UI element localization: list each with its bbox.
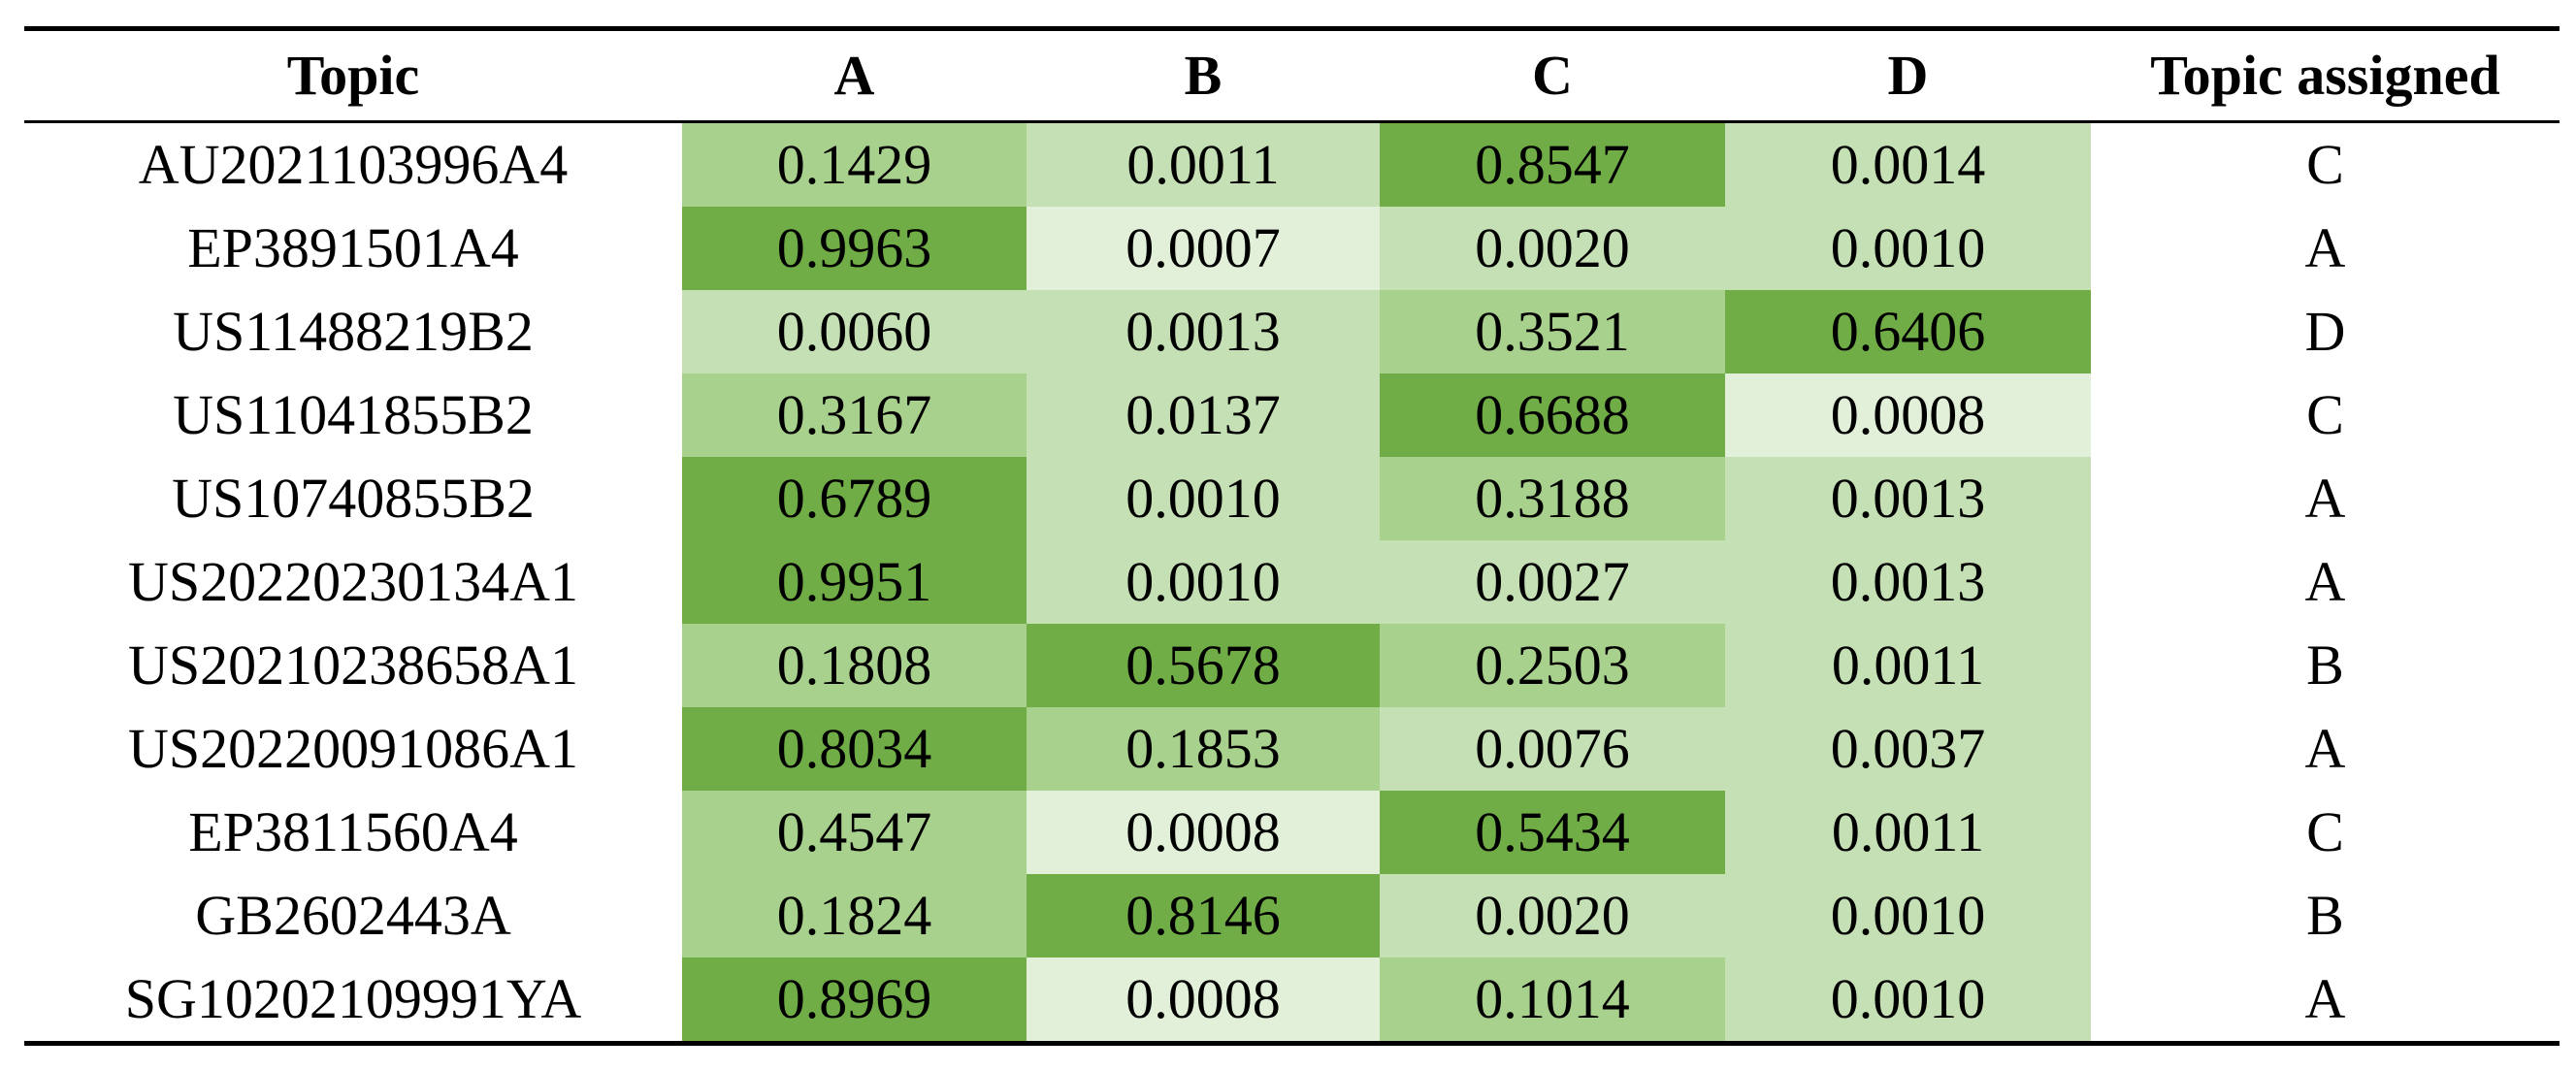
score-cell: 0.3521 xyxy=(1380,290,1725,373)
score-cell: 0.8547 xyxy=(1380,121,1725,207)
table-row: US11488219B2 0.0060 0.0013 0.3521 0.6406 D xyxy=(24,290,2560,373)
header-row: Topic A B C D Topic assigned xyxy=(24,28,2560,123)
header-cell: A xyxy=(682,28,1027,123)
score-cell: 0.0013 xyxy=(1725,457,2091,540)
assigned-cell: B xyxy=(2306,884,2344,947)
assigned-cell: B xyxy=(2306,633,2344,697)
assigned-cell: A xyxy=(2304,467,2346,530)
topic-cell: US20220230134A1 xyxy=(127,550,579,613)
assigned-cell: D xyxy=(2304,300,2346,363)
score-cell: 0.0137 xyxy=(1027,373,1380,457)
assigned-cell: A xyxy=(2304,550,2346,613)
assigned-cell: C xyxy=(2306,800,2344,863)
score-cell: 0.8146 xyxy=(1027,874,1380,957)
score-cell: 0.1429 xyxy=(682,121,1027,207)
score-cell: 0.5678 xyxy=(1027,624,1380,707)
table: Topic A B C D Topic assigned AU2021103996A4 0.… xyxy=(24,26,2560,1046)
header-cell: D xyxy=(1725,28,2091,123)
score-cell: 0.0020 xyxy=(1380,207,1725,290)
table-row: GB2602443A 0.1824 0.8146 0.0020 0.0010 B xyxy=(24,874,2560,957)
table-row: SG10202109991YA 0.8969 0.0008 0.1014 0.0010 A xyxy=(24,957,2560,1044)
score-cell: 0.9963 xyxy=(682,207,1027,290)
score-cell: 0.9951 xyxy=(682,540,1027,624)
score-cell: 0.0037 xyxy=(1725,707,2091,791)
score-cell: 0.6688 xyxy=(1380,373,1725,457)
score-cell: 0.2503 xyxy=(1380,624,1725,707)
header-cell: C xyxy=(1380,28,1725,123)
score-cell: 0.0010 xyxy=(1725,957,2091,1044)
table-row: US20210238658A1 0.1808 0.5678 0.2503 0.0011 B xyxy=(24,624,2560,707)
topic-cell: EP3891501A4 xyxy=(187,216,519,279)
topic-cell: US11041855B2 xyxy=(173,383,534,446)
score-cell: 0.0010 xyxy=(1725,874,2091,957)
score-cell: 0.8034 xyxy=(682,707,1027,791)
score-cell: 0.0010 xyxy=(1725,207,2091,290)
score-cell: 0.1808 xyxy=(682,624,1027,707)
score-cell: 0.1014 xyxy=(1380,957,1725,1044)
score-cell: 0.0014 xyxy=(1725,121,2091,207)
assigned-cell: C xyxy=(2306,133,2344,196)
assigned-cell: A xyxy=(2304,967,2346,1030)
topic-cell: US11488219B2 xyxy=(173,300,534,363)
topic-cell: SG10202109991YA xyxy=(124,967,582,1030)
table-row: EP3891501A4 0.9963 0.0007 0.0020 0.0010 A xyxy=(24,207,2560,290)
score-cell: 0.0007 xyxy=(1027,207,1380,290)
table-body: AU2021103996A4 0.1429 0.0011 0.8547 0.0014 C E… xyxy=(24,121,2560,1044)
assigned-cell: A xyxy=(2304,717,2346,780)
score-cell: 0.5434 xyxy=(1380,791,1725,874)
score-cell: 0.0010 xyxy=(1027,540,1380,624)
score-cell: 0.0060 xyxy=(682,290,1027,373)
score-cell: 0.4547 xyxy=(682,791,1027,874)
topic-cell: US20210238658A1 xyxy=(127,633,579,697)
score-cell: 0.6406 xyxy=(1725,290,2091,373)
topic-cell: EP3811560A4 xyxy=(188,800,518,863)
table-row: US20220091086A1 0.8034 0.1853 0.0076 0.0037 A xyxy=(24,707,2560,791)
score-cell: 0.1853 xyxy=(1027,707,1380,791)
table-row: EP3811560A4 0.4547 0.0008 0.5434 0.0011 C xyxy=(24,791,2560,874)
table-row: US10740855B2 0.6789 0.0010 0.3188 0.0013 A xyxy=(24,457,2560,540)
score-cell: 0.1824 xyxy=(682,874,1027,957)
score-cell: 0.3188 xyxy=(1380,457,1725,540)
score-cell: 0.0076 xyxy=(1380,707,1725,791)
score-cell: 0.3167 xyxy=(682,373,1027,457)
topic-cell: GB2602443A xyxy=(195,884,511,947)
table-head: Topic A B C D Topic assigned xyxy=(24,28,2560,123)
header-cell: B xyxy=(1027,28,1380,123)
score-cell: 0.0011 xyxy=(1725,791,2091,874)
score-cell: 0.8969 xyxy=(682,957,1027,1044)
score-cell: 0.6789 xyxy=(682,457,1027,540)
table-row: AU2021103996A4 0.1429 0.0011 0.8547 0.0014 C xyxy=(24,121,2560,207)
score-cell: 0.0020 xyxy=(1380,874,1725,957)
topic-cell: US10740855B2 xyxy=(172,467,535,530)
topic-cell: US20220091086A1 xyxy=(127,717,579,780)
score-cell: 0.0011 xyxy=(1725,624,2091,707)
score-cell: 0.0008 xyxy=(1027,791,1380,874)
header-cell: Topic assigned xyxy=(2091,28,2560,123)
topic-cell: AU2021103996A4 xyxy=(138,133,569,196)
header-cell: Topic xyxy=(24,28,682,123)
score-cell: 0.0008 xyxy=(1725,373,2091,457)
score-cell: 0.0011 xyxy=(1027,121,1380,207)
assigned-cell: C xyxy=(2306,383,2344,446)
score-cell: 0.0013 xyxy=(1725,540,2091,624)
score-cell: 0.0013 xyxy=(1027,290,1380,373)
score-cell: 0.0010 xyxy=(1027,457,1380,540)
table-wrap: Topic A B C D Topic assigned AU2021103996A4 0.… xyxy=(24,26,2560,1046)
score-cell: 0.0027 xyxy=(1380,540,1725,624)
assigned-cell: A xyxy=(2304,216,2346,279)
table-row: US11041855B2 0.3167 0.0137 0.6688 0.0008 C xyxy=(24,373,2560,457)
table-row: US20220230134A1 0.9951 0.0010 0.0027 0.0013 A xyxy=(24,540,2560,624)
score-cell: 0.0008 xyxy=(1027,957,1380,1044)
